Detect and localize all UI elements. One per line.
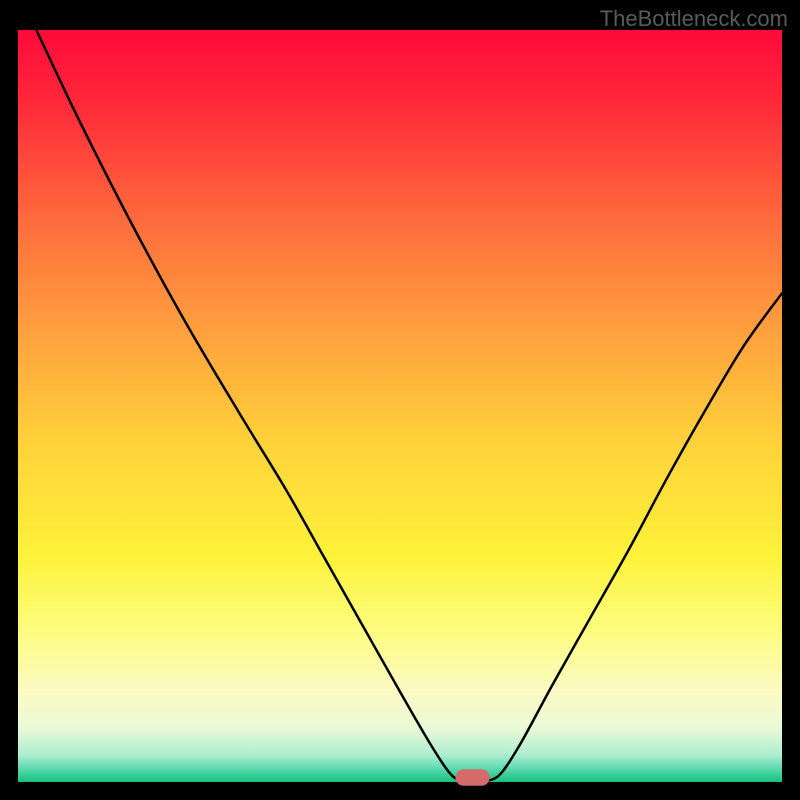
plot-area (18, 30, 782, 782)
bottleneck-chart: TheBottleneck.com (0, 0, 800, 800)
chart-svg (0, 0, 800, 800)
watermark-text: TheBottleneck.com (600, 6, 788, 32)
optimal-marker (455, 769, 489, 786)
